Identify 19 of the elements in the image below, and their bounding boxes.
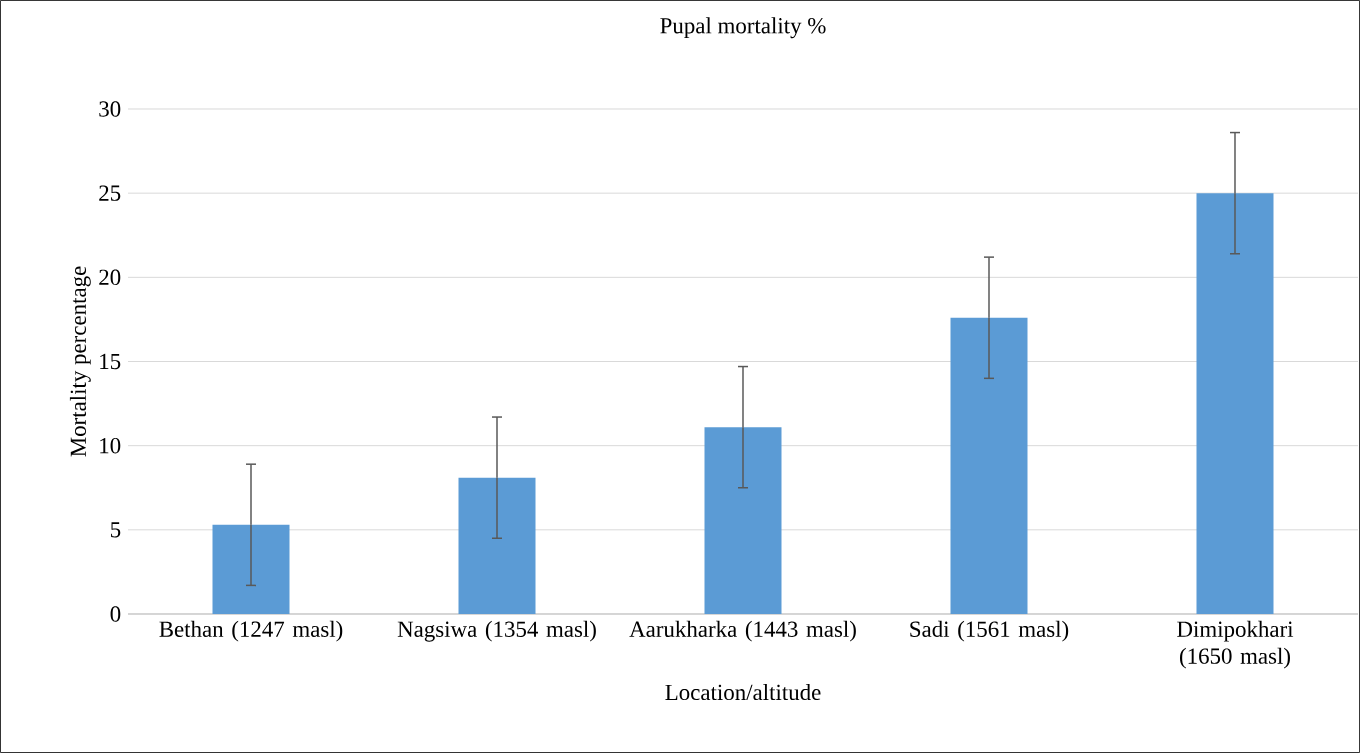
y-tick-label: 30 <box>99 101 121 117</box>
x-tick-label: Aarukharka (1443 masl) <box>629 620 856 642</box>
y-tick-label: 5 <box>111 522 121 538</box>
x-tick-label: Bethan (1247 masl) <box>159 620 343 642</box>
x-tick-label: Dimipokhari (1650 masl) <box>1177 620 1294 669</box>
y-tick-label: 15 <box>100 353 121 370</box>
bar <box>950 317 1028 614</box>
chart-title: Pupal mortality % <box>660 17 826 39</box>
bar <box>458 477 536 614</box>
y-tick-label: 10 <box>100 437 121 454</box>
bar <box>1196 193 1274 614</box>
bar <box>704 427 782 614</box>
x-axis-title: Location/altitude <box>665 683 821 701</box>
y-axis-title: Mortality percentage <box>69 266 91 457</box>
x-tick-label: Sadi (1561 masl) <box>910 620 1069 642</box>
y-tick-label: 25 <box>99 185 121 201</box>
y-tick-label: 0 <box>110 606 121 622</box>
x-tick-label: Nagsiwa (1354 masl) <box>397 620 596 642</box>
y-tick-label: 20 <box>99 269 121 286</box>
